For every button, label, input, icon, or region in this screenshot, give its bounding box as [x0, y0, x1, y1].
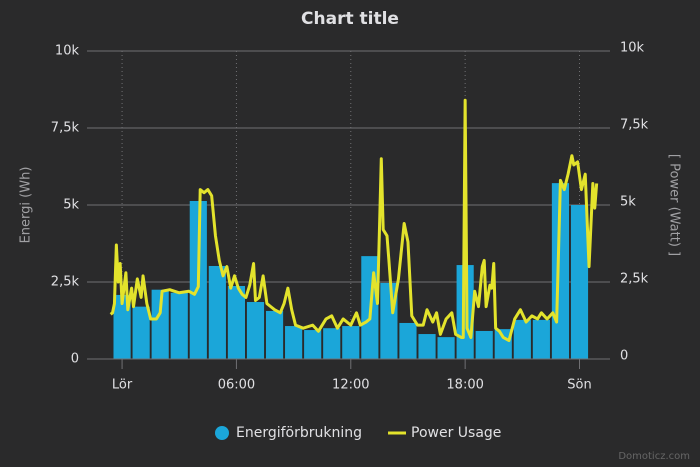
y-tick-label: 5k	[63, 198, 79, 213]
bar	[265, 310, 284, 359]
bar	[342, 326, 360, 359]
x-tick-label: 12:00	[332, 378, 369, 393]
x-tick-label: Lör	[112, 378, 133, 393]
y-axis-label: Energi (Wh)	[19, 167, 34, 244]
bar	[151, 289, 169, 359]
bar	[475, 330, 493, 359]
y-tick-label: 0	[71, 352, 79, 367]
legend-label: Energiförbrukning	[236, 425, 362, 441]
bar	[285, 326, 303, 359]
y2-tick-label: 7,5k	[620, 118, 649, 133]
x-tick-label: Sön	[567, 378, 591, 393]
bar	[532, 319, 550, 359]
line	[109, 98, 599, 343]
bar	[399, 322, 417, 359]
bar	[418, 334, 436, 359]
bar	[113, 294, 131, 359]
y2-tick-label: 0	[620, 349, 628, 364]
y2-tick-label: 2,5k	[620, 272, 649, 287]
bar	[304, 330, 322, 359]
x-tick-label: 18:00	[446, 378, 483, 393]
credits: Domoticz.com	[618, 451, 690, 462]
bar	[227, 286, 246, 359]
bar	[570, 205, 589, 359]
bar	[437, 337, 455, 359]
bar	[323, 328, 341, 359]
bar	[132, 306, 150, 359]
bar	[494, 329, 512, 359]
y2-tick-label: 5k	[620, 195, 636, 210]
y-tick-label: 2,5k	[51, 275, 80, 290]
x-tick-label: 06:00	[218, 378, 255, 393]
y2-axis-label: [ Power (Watt) ]	[667, 154, 682, 256]
bar	[208, 265, 226, 359]
legend-item[interactable]: Power Usage	[388, 425, 501, 441]
bar	[170, 292, 188, 359]
chart-title: Chart title	[301, 9, 399, 29]
y-tick-label: 10k	[55, 44, 80, 59]
legend-swatch	[215, 426, 229, 440]
y-tick-label: 7,5k	[51, 121, 80, 136]
y2-tick-label: 10k	[620, 41, 645, 56]
bar	[246, 302, 265, 359]
bar	[513, 319, 531, 359]
legend-item[interactable]: Energiförbrukning	[215, 425, 362, 441]
legend-label: Power Usage	[411, 425, 501, 441]
